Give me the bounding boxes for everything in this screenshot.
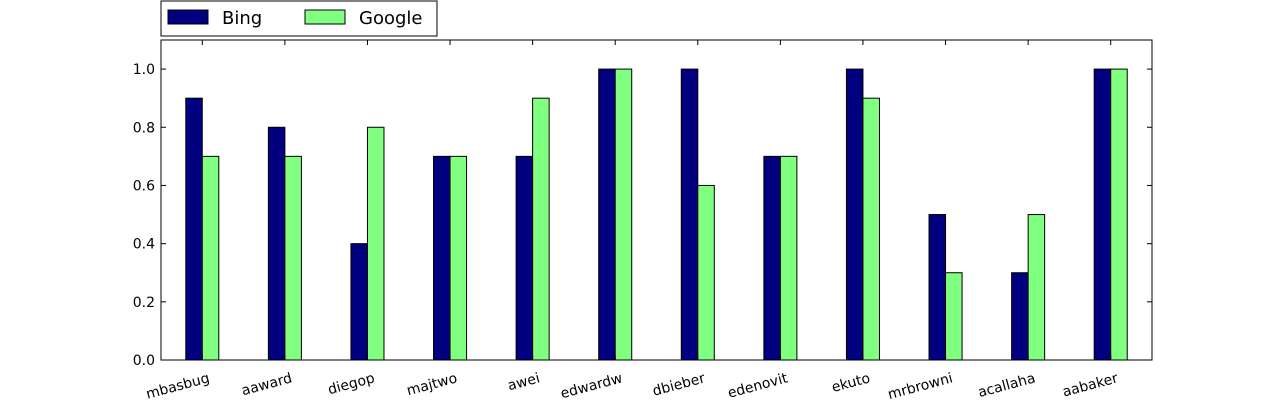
bar-google-acallaha: [1027, 214, 1046, 361]
bar-bing-aabaker: [1093, 68, 1112, 361]
bar-bing-awei: [515, 155, 534, 361]
bar-bing-diegop: [350, 243, 368, 361]
legend: Bing Google: [160, 0, 438, 37]
xtick-label-mbasbug: mbasbug: [144, 370, 211, 400]
bar-google-awei: [532, 97, 550, 361]
ytick-label: 0.0: [133, 353, 155, 369]
ytick-label: 0.2: [133, 295, 155, 311]
xtick-label-aabaker: aabaker: [1061, 370, 1120, 400]
legend-swatch-bing: [167, 9, 209, 25]
bars-layer: [185, 68, 1128, 361]
bar-bing-edwardw: [598, 68, 616, 361]
xtick-label-edwardw: edwardw: [559, 370, 624, 400]
bar-google-mrbrowni: [945, 272, 963, 361]
xtick-label-acallaha: acallaha: [976, 370, 1037, 400]
ytick-label: 0.8: [133, 120, 155, 136]
bar-google-majtwo: [449, 155, 468, 361]
bar-bing-dbieber: [680, 68, 699, 361]
bar-google-dbieber: [697, 184, 715, 361]
bar-google-aaward: [284, 155, 302, 361]
plot-frame: [160, 39, 1153, 361]
bar-bing-edenovit: [763, 155, 781, 361]
xtick-label-majtwo: majtwo: [405, 370, 459, 399]
xtick-label-diegop: diegop: [326, 370, 376, 398]
bar-bing-ekuto: [845, 68, 864, 361]
bar-google-mbasbug: [201, 155, 220, 361]
legend-label-bing: Bing: [222, 8, 262, 29]
bar-bing-aaward: [267, 126, 286, 361]
ytick-label: 1.0: [133, 62, 155, 78]
bar-google-edwardw: [614, 68, 633, 361]
bar-google-diegop: [366, 126, 385, 361]
ytick-label: 0.4: [133, 237, 155, 253]
bar-google-ekuto: [862, 97, 880, 361]
xtick-label-edenovit: edenovit: [726, 370, 790, 400]
xtick-label-mrbrowni: mrbrowni: [886, 370, 954, 400]
xtick-label-dbieber: dbieber: [651, 370, 707, 399]
bar-bing-mbasbug: [185, 97, 203, 361]
xtick-label-aaward: aaward: [240, 370, 294, 399]
bar-google-aabaker: [1110, 68, 1128, 361]
bar-bing-majtwo: [433, 155, 451, 361]
bar-google-edenovit: [779, 155, 798, 361]
legend-label-google: Google: [359, 8, 422, 29]
ytick-label: 0.6: [133, 178, 155, 194]
xtick-label-ekuto: ekuto: [830, 370, 872, 396]
xtick-label-awei: awei: [506, 370, 542, 394]
bar-bing-mrbrowni: [928, 214, 947, 361]
bar-bing-acallaha: [1011, 272, 1029, 361]
legend-swatch-google: [304, 9, 346, 25]
